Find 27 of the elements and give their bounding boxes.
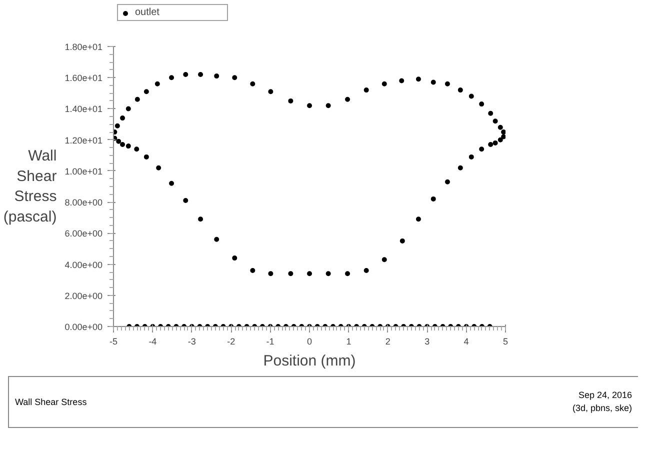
legend-label: outlet [135,7,160,18]
x-tick-label: -2 [227,336,236,346]
x-axis-title: Position (mm) [263,352,356,370]
y-tick-label: 6.00e+00 [64,228,103,239]
y-tick-label: 0.00e+00 [64,322,103,332]
x-tick-label: 1 [346,336,352,346]
x-tick-label: 3 [424,336,430,346]
y-tick-label: 8.00e+00 [64,198,103,208]
y-tick-label: 4.00e+00 [64,260,103,270]
text: (3d, pbns, ske) [572,403,632,413]
x-tick-label: 5 [502,336,508,346]
y-tick-label: 1.20e+01 [64,135,103,146]
y-tick-label: 1.00e+01 [64,166,103,176]
y-axis-title: Wall Shear Stress (pascal) [3,147,57,226]
y-tick-label: 1.60e+01 [64,73,103,84]
x-tick-label: -4 [148,336,157,346]
y-tick-label: 2.00e+00 [64,290,103,301]
x-tick-label: 0 [306,336,312,346]
text: Sep 24, 2016 [578,390,632,400]
x-tick-label: 2 [385,336,390,346]
x-tick-label: -5 [110,336,118,346]
text: Wall Shear Stress [15,396,87,408]
y-tick-label: 1.80e+01 [64,42,103,52]
x-tick-label: -3 [188,336,196,346]
x-tick-label: -1 [266,336,274,346]
x-tick-label: 4 [464,336,469,346]
y-tick-label: 1.40e+01 [64,104,103,114]
